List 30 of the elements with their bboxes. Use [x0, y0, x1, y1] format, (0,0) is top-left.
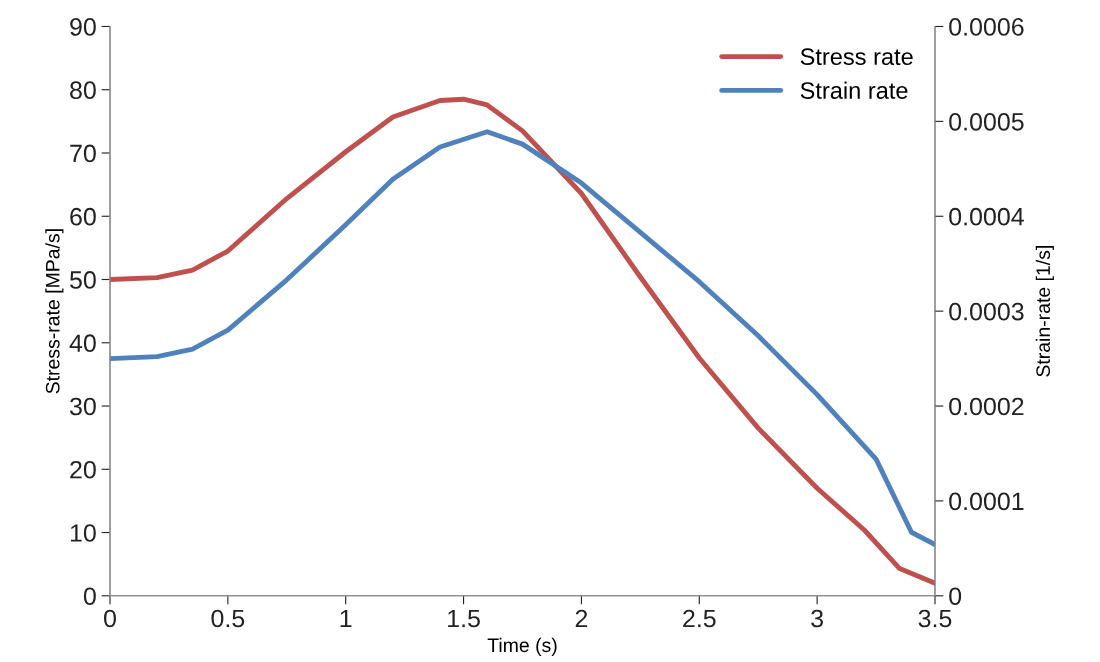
y-tick-label: 90 [70, 18, 96, 36]
legend-label: Stress rate [800, 48, 913, 66]
y-tick-label: 80 [70, 81, 96, 100]
y-tick-label: 60 [70, 207, 96, 226]
x-axis-title: Time (s) [487, 637, 557, 656]
x-tick-label: 3 [811, 609, 823, 628]
x-tick-label: 1.5 [448, 609, 480, 628]
y2-tick-label: 0.0003 [949, 302, 1024, 321]
y2-axis-title: Strain-rate [1/s] [1035, 246, 1054, 377]
y-tick-label: 50 [70, 271, 96, 289]
y2-tick-label: 0 [949, 587, 962, 606]
y-tick-label: 0 [83, 587, 96, 606]
y-tick-label: 20 [70, 460, 96, 479]
legend-label: Strain rate [800, 81, 908, 99]
y2-tick-label: 0.0004 [949, 207, 1024, 226]
y-tick-label: 10 [70, 524, 96, 542]
x-tick-label: 1 [340, 609, 352, 628]
y-tick-label: 40 [69, 334, 96, 353]
x-tick-label: 0.5 [211, 609, 245, 628]
y-axis-title: Stress-rate [MPa/s] [45, 229, 64, 394]
y2-tick-label: 0.0005 [949, 112, 1024, 131]
y2-tick-label: 0.0001 [949, 492, 1024, 511]
y-tick-label: 30 [69, 397, 96, 416]
x-tick-label: 2 [575, 609, 588, 628]
x-tick-label: 3.5 [918, 609, 952, 628]
x-tick-label: 2.5 [683, 609, 716, 628]
y-tick-label: 70 [70, 144, 96, 163]
y2-tick-label: 0.0002 [949, 397, 1024, 416]
x-tick-label: 0 [104, 609, 116, 628]
y2-tick-label: 0.0006 [949, 18, 1024, 36]
